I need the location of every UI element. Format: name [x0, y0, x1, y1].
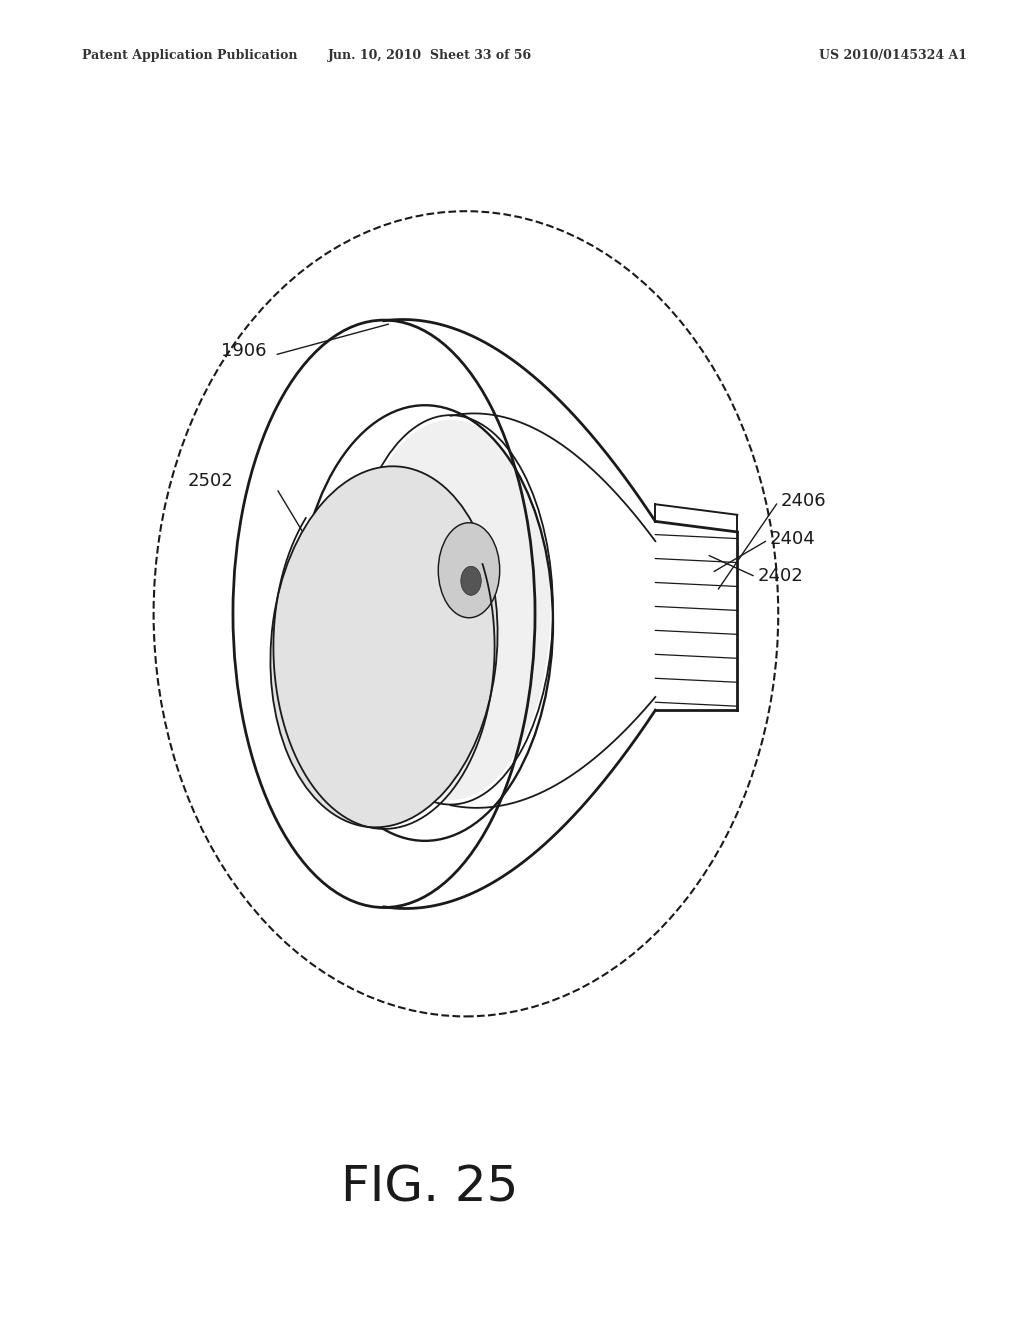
Text: 2404: 2404 — [770, 529, 816, 548]
Ellipse shape — [350, 420, 551, 800]
Ellipse shape — [270, 466, 498, 828]
Text: 2502: 2502 — [187, 471, 233, 490]
Text: 2406: 2406 — [780, 491, 826, 510]
Text: 1906: 1906 — [221, 342, 266, 360]
Ellipse shape — [438, 523, 500, 618]
Text: US 2010/0145324 A1: US 2010/0145324 A1 — [819, 49, 968, 62]
Ellipse shape — [461, 566, 481, 595]
Text: FIG. 25: FIG. 25 — [341, 1163, 519, 1212]
Text: Jun. 10, 2010  Sheet 33 of 56: Jun. 10, 2010 Sheet 33 of 56 — [328, 49, 532, 62]
Text: Patent Application Publication: Patent Application Publication — [82, 49, 297, 62]
Text: 2402: 2402 — [758, 566, 804, 585]
